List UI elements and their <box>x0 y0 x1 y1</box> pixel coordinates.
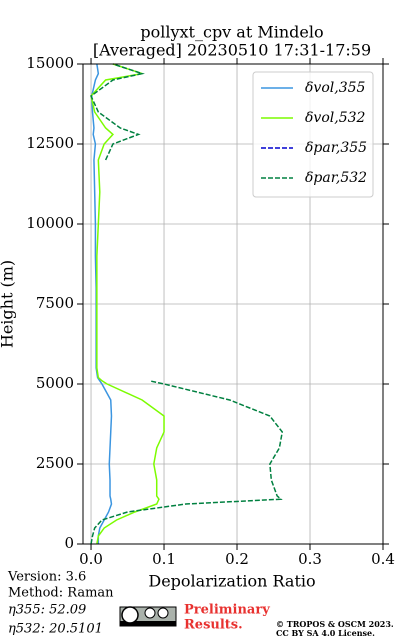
chart-title: pollyxt_cpv at Mindelo <box>140 23 323 42</box>
x-tick-label: 0.4 <box>371 550 395 568</box>
eta532: η532: 20.5101 <box>8 622 103 637</box>
legend-label: δpar,532 <box>305 170 367 186</box>
y-tick-label: 15000 <box>26 54 74 72</box>
y-tick-label: 10000 <box>26 214 74 232</box>
chart-subtitle: [Averaged] 20230510 17:31-17:59 <box>93 41 371 60</box>
x-tick-label: 0.1 <box>152 550 176 568</box>
profile-line <box>90 63 284 545</box>
y-tick-label: 12500 <box>26 134 74 152</box>
copyright: © TROPOS & OSCM 2023. <box>276 619 394 629</box>
y-axis-label: Height (m) <box>0 260 17 348</box>
cc-logo <box>119 606 177 627</box>
y-tick-label: 2500 <box>36 454 74 472</box>
y-tick-label: 5000 <box>36 374 74 392</box>
y-tick-label: 7500 <box>36 294 74 312</box>
x-tick-label: 0.2 <box>225 550 249 568</box>
legend-box <box>252 71 374 198</box>
profile-line <box>90 63 165 545</box>
preliminary: Preliminary <box>184 603 270 618</box>
legend-label: δvol,355 <box>305 80 366 96</box>
y-tick-label: 0 <box>64 534 74 552</box>
legend-label: δvol,532 <box>305 110 366 126</box>
plot-frame <box>82 63 384 545</box>
results: Results. <box>184 618 243 633</box>
x-tick-label: 0.3 <box>298 550 322 568</box>
x-axis-label: Depolarization Ratio <box>148 572 315 591</box>
x-tick-label: 0.0 <box>79 550 103 568</box>
version: Version: 3.6 <box>7 570 86 585</box>
eta355: η355: 52.09 <box>8 603 86 618</box>
legend-label: δpar,355 <box>305 140 367 156</box>
method: Method: Raman <box>8 586 114 601</box>
license: CC BY SA 4.0 License. <box>276 628 375 638</box>
